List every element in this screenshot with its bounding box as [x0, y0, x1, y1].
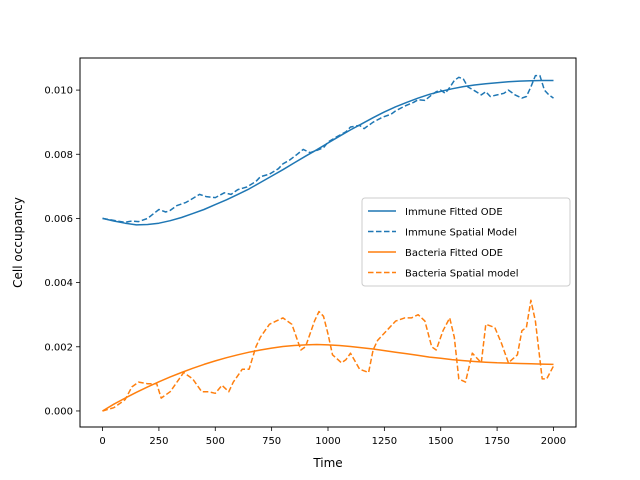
legend-label-1: Immune Spatial Model	[405, 228, 517, 239]
y-tick-label: 0.002	[44, 342, 73, 353]
legend-label-2: Bacteria Fitted ODE	[405, 248, 503, 259]
legend: Immune Fitted ODE Immune Spatial Model Bac…	[361, 197, 571, 287]
x-tick-label: 500	[206, 436, 225, 447]
x-axis: 0 250 500 750 1000 1250 1500 1750 2000	[99, 427, 566, 447]
legend-box	[361, 197, 571, 287]
x-tick-label: 0	[99, 436, 105, 447]
series-line-0	[102, 79, 554, 226]
x-tick-label: 2000	[541, 436, 566, 447]
y-tick-label: 0.010	[44, 86, 73, 97]
y-axis-label: Cell occupancy	[11, 197, 25, 288]
x-tick-label: 1250	[372, 436, 397, 447]
y-tick-label: 0.004	[44, 278, 73, 289]
series-line-2	[102, 343, 554, 412]
legend-label-0: Immune Fitted ODE	[405, 207, 503, 218]
series-line-1	[102, 74, 554, 224]
x-tick-label: 250	[149, 436, 168, 447]
x-tick-label: 1000	[315, 436, 340, 447]
plot-area	[102, 74, 555, 412]
y-tick-label: 0.008	[44, 150, 73, 161]
series-line-3	[102, 299, 555, 412]
y-axis: 0.000 0.002 0.004 0.006 0.008 0.010	[44, 86, 80, 417]
x-tick-label: 750	[262, 436, 281, 447]
x-tick-label: 1500	[428, 436, 453, 447]
legend-label-3: Bacteria Spatial model	[405, 269, 519, 280]
x-tick-label: 1750	[484, 436, 509, 447]
y-tick-label: 0.000	[44, 406, 73, 417]
y-tick-label: 0.006	[44, 214, 73, 225]
x-axis-label: Time	[312, 456, 342, 470]
